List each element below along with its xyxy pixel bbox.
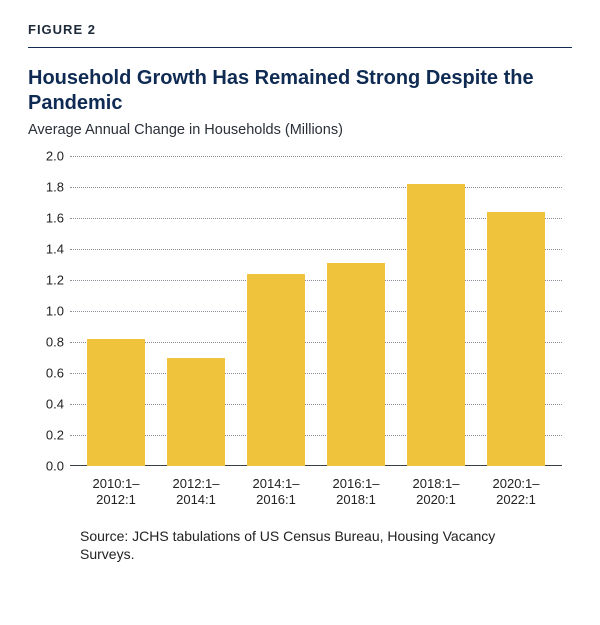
- y-tick-label: 0.0: [30, 459, 64, 474]
- chart-title: Household Growth Has Remained Strong Des…: [28, 66, 572, 116]
- bar: [167, 358, 225, 467]
- y-tick-label: 0.6: [30, 366, 64, 381]
- bar: [327, 263, 385, 466]
- y-tick-label: 1.0: [30, 304, 64, 319]
- x-tick-label: 2016:1– 2018:1: [316, 476, 396, 509]
- bar-slot: [476, 156, 556, 466]
- figure-container: FIGURE 2 Household Growth Has Remained S…: [0, 0, 600, 574]
- plot-region: [70, 156, 562, 466]
- y-tick-label: 1.4: [30, 242, 64, 257]
- y-tick-label: 1.8: [30, 180, 64, 195]
- bar-slot: [396, 156, 476, 466]
- x-tick-label: 2014:1– 2016:1: [236, 476, 316, 509]
- chart: 0.00.20.40.60.81.01.21.41.61.82.0 2010:1…: [30, 156, 570, 509]
- bar-slot: [76, 156, 156, 466]
- y-tick-label: 1.2: [30, 273, 64, 288]
- source-note: Source: JCHS tabulations of US Census Bu…: [80, 527, 540, 565]
- y-tick-label: 0.8: [30, 335, 64, 350]
- chart-area: 0.00.20.40.60.81.01.21.41.61.82.0: [30, 156, 570, 466]
- figure-label: FIGURE 2: [28, 22, 572, 37]
- bar-slot: [156, 156, 236, 466]
- bar: [247, 274, 305, 466]
- x-tick-label: 2018:1– 2020:1: [396, 476, 476, 509]
- y-tick-label: 2.0: [30, 149, 64, 164]
- y-tick-label: 0.4: [30, 397, 64, 412]
- bars-container: [70, 156, 562, 466]
- bar-slot: [236, 156, 316, 466]
- header-rule: [28, 47, 572, 48]
- bar: [487, 212, 545, 466]
- x-tick-label: 2020:1– 2022:1: [476, 476, 556, 509]
- bar-slot: [316, 156, 396, 466]
- y-tick-label: 0.2: [30, 428, 64, 443]
- x-tick-label: 2012:1– 2014:1: [156, 476, 236, 509]
- y-tick-label: 1.6: [30, 211, 64, 226]
- bar: [87, 339, 145, 466]
- bar: [407, 184, 465, 466]
- chart-subtitle: Average Annual Change in Households (Mil…: [28, 122, 572, 138]
- x-tick-label: 2010:1– 2012:1: [76, 476, 156, 509]
- x-axis-labels: 2010:1– 2012:12012:1– 2014:12014:1– 2016…: [70, 466, 562, 509]
